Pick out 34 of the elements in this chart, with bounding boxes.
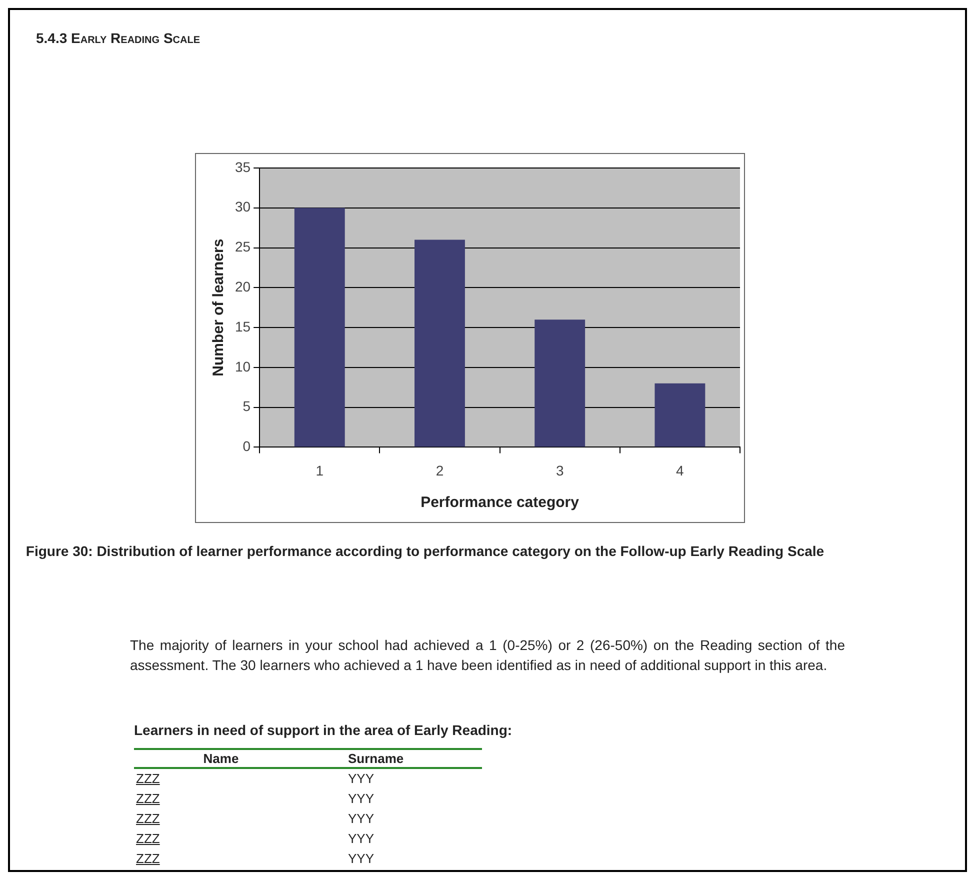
- x-tick-label: 1: [316, 462, 324, 478]
- text: ZZZ: [135, 830, 161, 848]
- text: Name: [202, 750, 240, 768]
- x-tick-label: 4: [676, 462, 684, 478]
- text: YYY: [347, 770, 376, 788]
- y-axis-title: Number of learners: [210, 238, 228, 376]
- y-tick-label: 20: [234, 278, 251, 295]
- text: ZZZ: [135, 810, 161, 828]
- text: YYY: [347, 830, 376, 848]
- text: Learners in need of support in the area of Early Reading:: [134, 722, 512, 738]
- text: ZZZ: [135, 770, 161, 788]
- y-tick-label: 5: [242, 398, 251, 414]
- text: 5.4.3 Early Reading Scale: [36, 30, 200, 46]
- text: The majority of learners in your school had achieved a 1 (0-25%) or 2 (26-50%) on the Reading section of the assessment. The 30 learners who achieved a 1 have been identified as in need of additional support in this area.: [130, 636, 845, 675]
- caption: Figure 30: Distribution of learner performance according to performance category on the Follow-up Early Reading Scale: [24, 542, 826, 561]
- bar: [534, 320, 586, 447]
- text: ZZZ: [135, 850, 161, 868]
- x-tick-label: 2: [436, 462, 444, 478]
- text: YYY: [347, 790, 376, 808]
- y-tick-label: 10: [234, 358, 251, 374]
- text: Surname: [347, 750, 405, 768]
- text: YYY: [347, 810, 376, 828]
- bar: [294, 208, 345, 447]
- bar: [654, 383, 706, 447]
- y-tick-label: 30: [234, 198, 251, 215]
- x-axis-title: Performance category: [420, 494, 580, 512]
- y-tick-label: 25: [234, 238, 251, 255]
- y-tick-label: 15: [234, 318, 251, 334]
- text: ZZZ: [135, 790, 161, 808]
- y-tick-label: 0: [242, 438, 251, 454]
- x-tick-label: 3: [556, 462, 564, 478]
- bar: [414, 240, 465, 447]
- text: YYY: [347, 850, 376, 868]
- y-tick-label: 35: [234, 158, 251, 175]
